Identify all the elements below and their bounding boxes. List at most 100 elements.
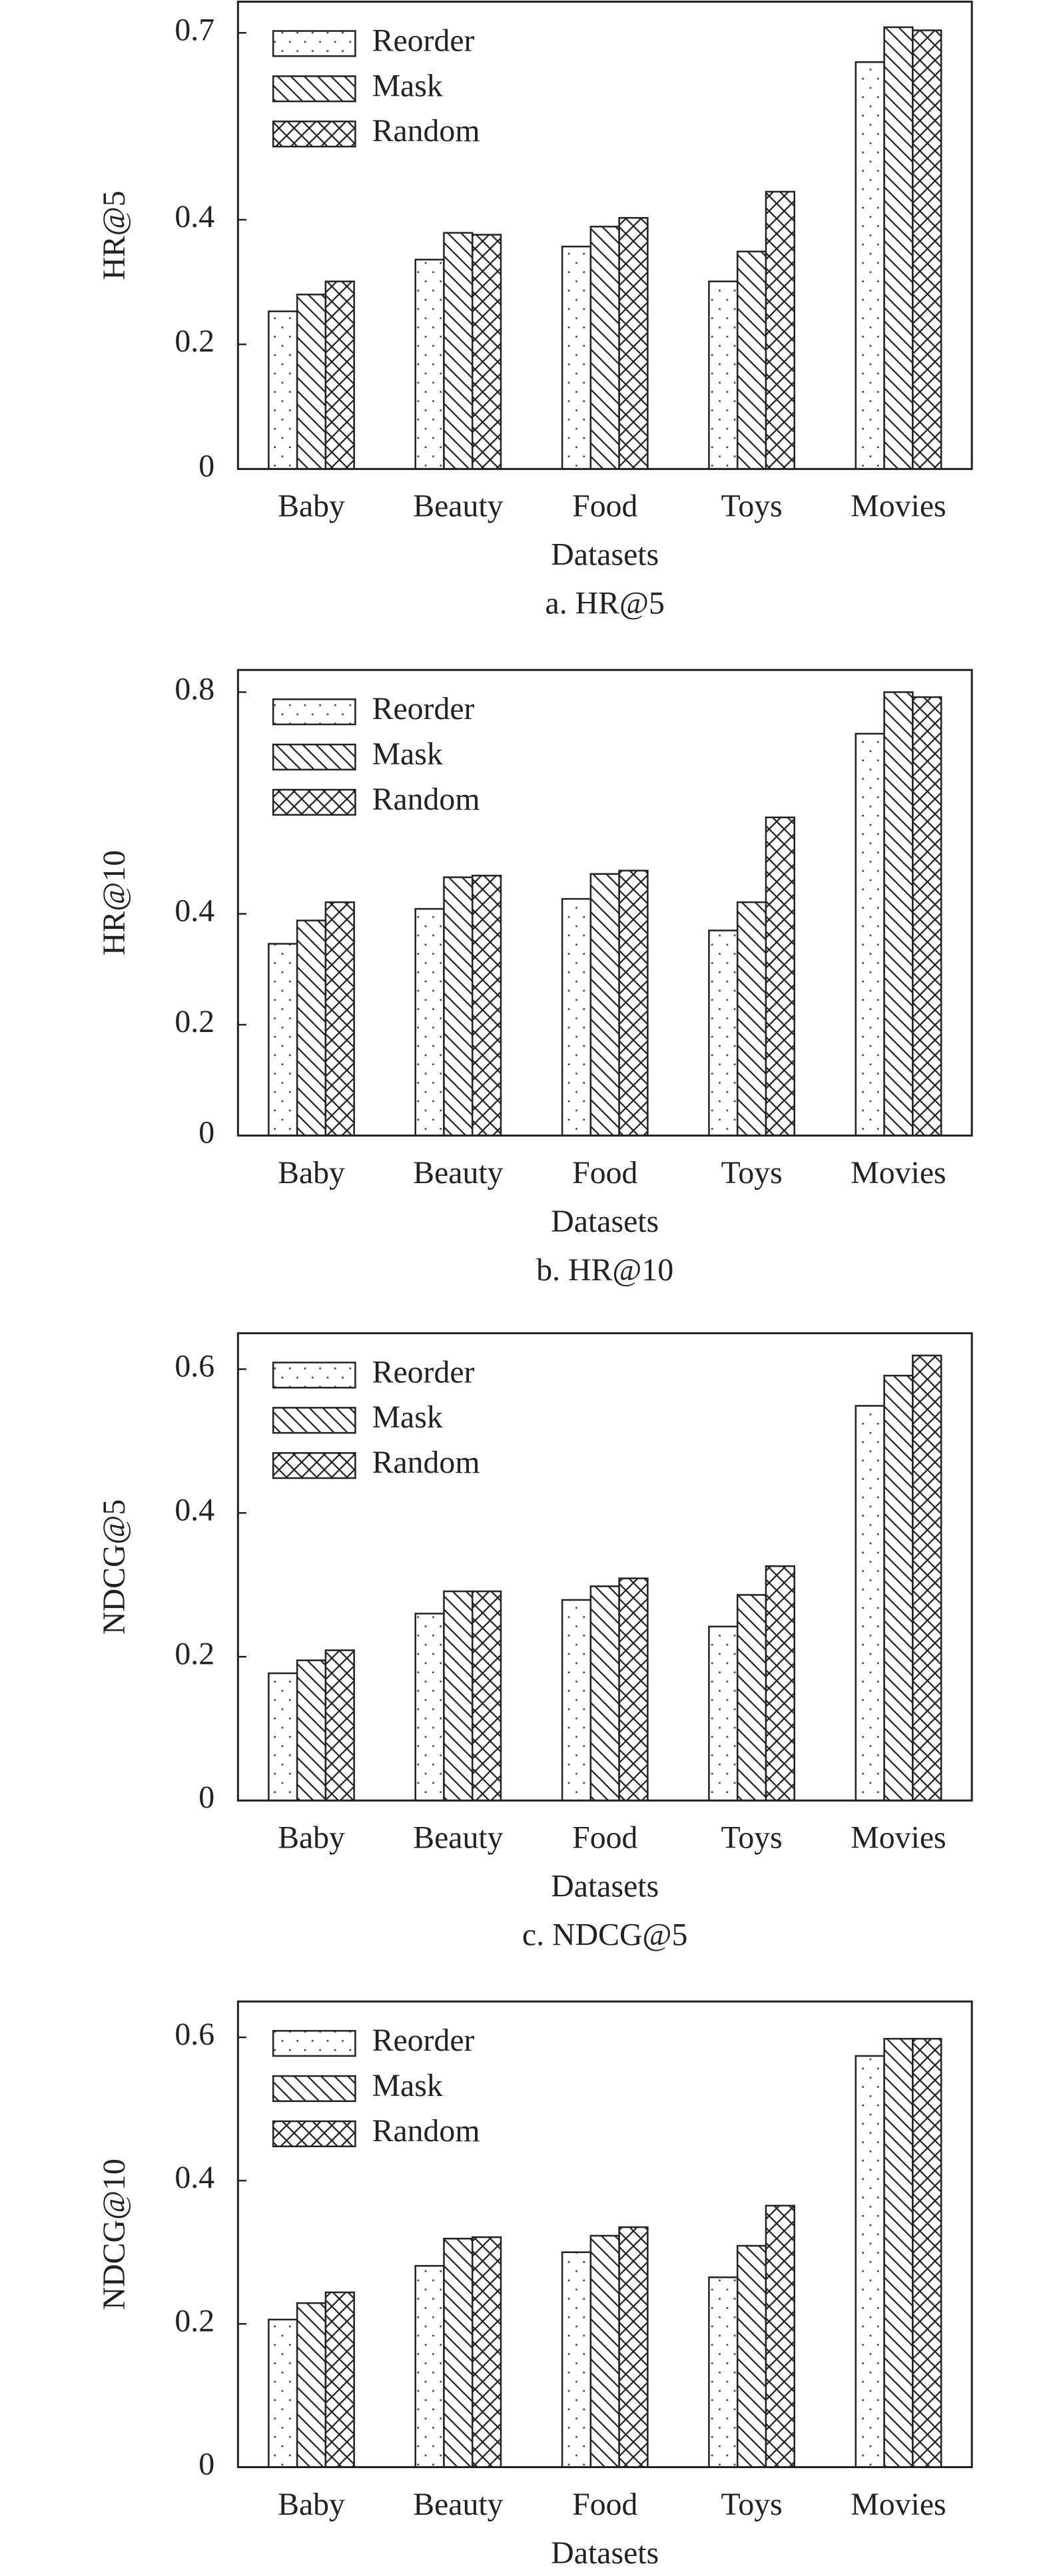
- bar: [765, 190, 796, 470]
- bar: [618, 1577, 649, 1802]
- bar: [618, 216, 649, 470]
- bar: [443, 1590, 474, 1802]
- y-tick-label: 0.4: [175, 894, 214, 929]
- bar: [708, 280, 739, 470]
- chart-caption: b. HR@10: [536, 1252, 673, 1288]
- bar: [765, 2204, 796, 2468]
- bar: [736, 1594, 767, 1802]
- bar: [883, 26, 914, 470]
- x-tick-label: Food: [572, 489, 637, 524]
- bar: [443, 876, 474, 1137]
- bar: [855, 732, 885, 1137]
- legend-label: Mask: [372, 68, 443, 103]
- bar: [855, 2055, 885, 2468]
- bar: [296, 294, 327, 470]
- legend-label: Mask: [372, 736, 443, 772]
- legend-swatch: [272, 1362, 356, 1389]
- legend-label: Reorder: [372, 691, 475, 726]
- legend-label: Random: [372, 782, 480, 817]
- x-tick-label: Beauty: [413, 1820, 503, 1856]
- x-tick-label: Beauty: [413, 489, 503, 524]
- y-tick-label: 0.8: [175, 672, 214, 707]
- x-tick-label: Beauty: [413, 1155, 503, 1190]
- bar: [708, 1625, 739, 1802]
- legend-label: Random: [372, 2113, 480, 2149]
- x-tick-label: Movies: [851, 2487, 946, 2522]
- legend-swatch: [272, 1452, 356, 1479]
- bar: [589, 2234, 620, 2468]
- x-tick-label: Food: [572, 1155, 637, 1190]
- bar: [883, 691, 914, 1137]
- bar: [855, 1405, 885, 1802]
- bar: [268, 310, 298, 470]
- y-tick-label: 0.4: [175, 1492, 214, 1527]
- plot-frame: [236, 1332, 973, 1802]
- bar: [268, 1672, 298, 1802]
- bar: [765, 816, 796, 1137]
- bar: [912, 696, 942, 1137]
- y-axis-label: NDCG@5: [97, 1499, 132, 1635]
- legend-label: Reorder: [372, 2023, 475, 2058]
- plot-frame: [236, 668, 973, 1137]
- legend-label: Mask: [372, 2068, 443, 2103]
- y-tick-label: 0: [198, 448, 214, 483]
- bar: [414, 258, 445, 470]
- y-axis-label: NDCG@10: [97, 2159, 132, 2310]
- bar: [268, 2318, 298, 2468]
- bar: [296, 2302, 327, 2468]
- bar: [912, 1354, 942, 1802]
- bar: [296, 1659, 327, 1802]
- bar: [765, 1565, 796, 1802]
- bar: [883, 1374, 914, 1802]
- y-tick-label: 0: [198, 1780, 214, 1815]
- y-tick-label: 0.6: [175, 1348, 214, 1384]
- bar: [561, 246, 592, 470]
- legend-swatch: [272, 30, 356, 57]
- x-tick-label: Baby: [278, 1155, 345, 1190]
- bar: [589, 1585, 620, 1802]
- bar: [561, 2251, 592, 2468]
- bar: [708, 929, 739, 1137]
- x-axis-label: Datasets: [551, 2535, 659, 2571]
- legend-label: Reorder: [372, 23, 475, 58]
- bar: [414, 2264, 445, 2468]
- bar: [912, 29, 942, 470]
- x-tick-label: Toys: [721, 1820, 782, 1856]
- x-tick-label: Movies: [851, 1155, 946, 1190]
- legend-label: Mask: [372, 1400, 443, 1435]
- y-tick-label: 0.2: [175, 2303, 214, 2338]
- x-tick-label: Beauty: [413, 2487, 503, 2522]
- bar: [472, 1590, 502, 1802]
- plot-frame: [236, 2000, 973, 2468]
- bar: [443, 2238, 474, 2468]
- y-tick-label: 0.2: [175, 1004, 214, 1039]
- bar: [472, 2236, 502, 2468]
- legend-swatch: [272, 2075, 356, 2103]
- x-tick-label: Toys: [721, 1155, 782, 1190]
- x-tick-label: Toys: [721, 2487, 782, 2522]
- y-tick-label: 0: [198, 2446, 214, 2481]
- legend-swatch: [272, 121, 356, 148]
- bar: [736, 2244, 767, 2468]
- bar: [324, 280, 355, 470]
- x-tick-label: Food: [572, 2487, 637, 2522]
- bar: [883, 2037, 914, 2468]
- bar: [472, 234, 502, 470]
- bar: [708, 2276, 739, 2468]
- bar: [589, 873, 620, 1137]
- x-tick-label: Movies: [851, 489, 946, 524]
- bar: [561, 898, 592, 1137]
- y-tick-label: 0.2: [175, 324, 214, 359]
- bar: [324, 1649, 355, 1802]
- bar: [443, 232, 474, 470]
- y-tick-label: 0.4: [175, 2160, 214, 2195]
- y-tick-label: 0.4: [175, 199, 214, 234]
- bar: [618, 2226, 649, 2468]
- y-tick-label: 0.6: [175, 2017, 214, 2052]
- bar: [912, 2037, 942, 2468]
- bar: [855, 61, 885, 470]
- y-axis-label: HR@5: [97, 190, 132, 280]
- x-tick-label: Baby: [278, 489, 345, 524]
